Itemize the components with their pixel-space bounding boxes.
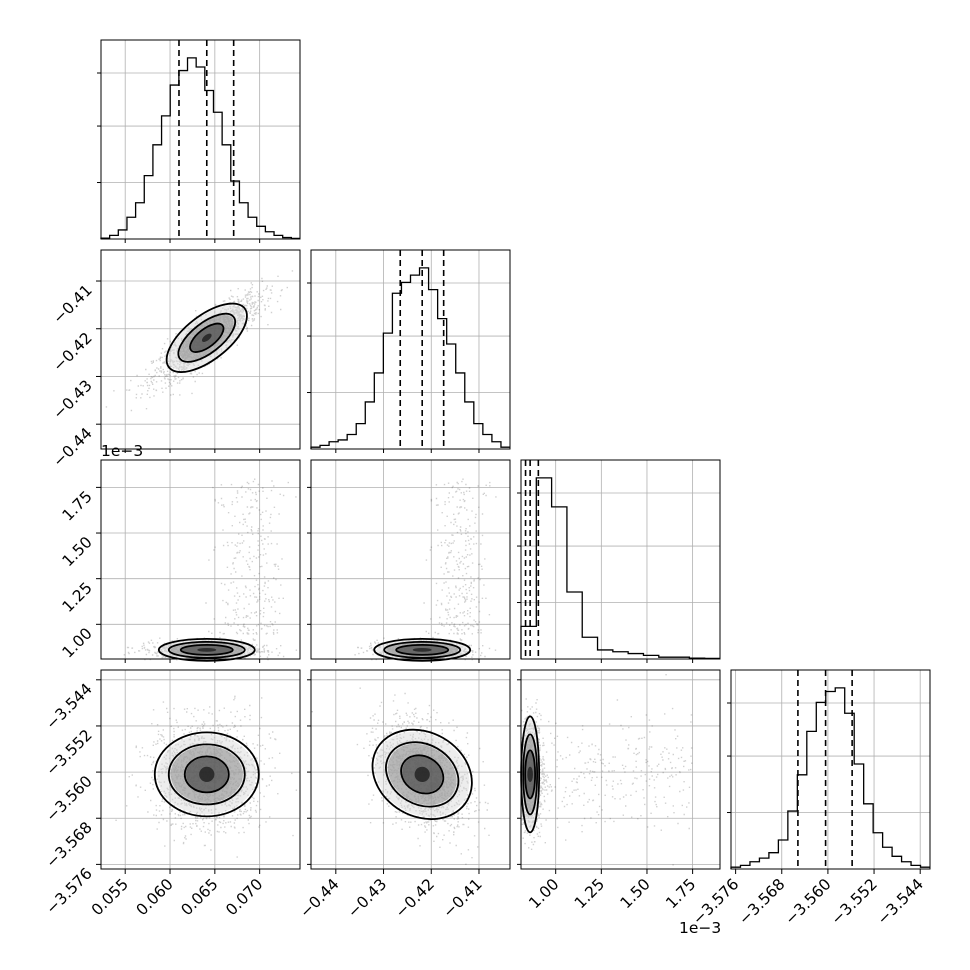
contours-3-0 <box>153 731 260 818</box>
contour-line <box>383 640 462 659</box>
histogram-2 <box>520 477 720 660</box>
histogram-3 <box>730 687 930 869</box>
y-tick-label: −0.43 <box>50 377 96 423</box>
contours-3-1 <box>371 728 473 821</box>
x-tick-label: −3.544 <box>874 875 927 928</box>
y-offset-label: 1e−3 <box>101 442 143 460</box>
x-tick-label: 0.070 <box>222 875 266 919</box>
x-tick-label: 1.75 <box>662 875 699 912</box>
panel-frame-3-1 <box>310 669 511 870</box>
x-tick-label: −0.44 <box>296 875 342 921</box>
x-offset-label: 1e−3 <box>679 919 721 937</box>
x-tick-label: −0.43 <box>344 875 390 921</box>
y-tick-label: −3.552 <box>43 726 96 779</box>
contours-1-0 <box>165 302 248 373</box>
x-tick-label: 1.00 <box>525 875 562 912</box>
y-tick-label: 1.50 <box>59 533 96 570</box>
scatter-points-2-0 <box>123 478 298 661</box>
x-tick-label: −3.552 <box>828 875 881 928</box>
x-tick-label: 0.060 <box>133 875 177 919</box>
panel-frame-2-1 <box>310 459 511 660</box>
scatter-points-3-2 <box>521 674 693 866</box>
histogram-1 <box>310 267 510 449</box>
contour-line <box>179 643 234 656</box>
y-tick-label: −3.560 <box>43 772 96 825</box>
contour-line <box>189 322 225 353</box>
contour-line <box>395 643 450 656</box>
x-tick-label: 0.065 <box>178 875 222 919</box>
contour-line <box>400 754 445 795</box>
panel-frame-3-3 <box>730 669 931 870</box>
contour-line <box>165 302 248 373</box>
panel-frame-1-1 <box>310 249 511 450</box>
contour-line <box>522 733 539 816</box>
scatter-cloud <box>123 478 298 661</box>
y-tick-label: 1.25 <box>59 579 96 616</box>
x-tick-label: −3.560 <box>781 875 834 928</box>
contours-3-2 <box>520 715 541 834</box>
density-shade <box>201 333 212 342</box>
scatter-points-3-1 <box>311 687 490 865</box>
panel-frame-3-0 <box>100 669 301 870</box>
density-shade <box>199 766 215 783</box>
y-tick-label: 1.00 <box>59 624 96 661</box>
contour-line <box>371 728 473 821</box>
contour-line <box>183 755 230 794</box>
x-tick-label: −0.41 <box>439 875 485 921</box>
y-tick-label: −0.44 <box>50 424 96 470</box>
x-tick-label: 1.50 <box>617 875 654 912</box>
y-tick-label: −3.568 <box>43 818 96 871</box>
contour-line <box>177 312 237 363</box>
y-tick-label: −3.544 <box>43 680 96 733</box>
contour-line <box>524 749 537 800</box>
panel-grid-0-0 <box>101 40 300 239</box>
scatter-cloud <box>354 478 497 661</box>
y-tick-label: −0.41 <box>50 281 96 327</box>
x-tick-label: 0.055 <box>88 875 132 919</box>
histogram-0 <box>100 57 300 240</box>
panel-grid-3-3 <box>731 670 930 869</box>
contours-2-1 <box>373 637 472 662</box>
contour-line <box>167 640 246 659</box>
density-shade <box>414 766 430 783</box>
panel-grid-3-2 <box>521 670 720 869</box>
y-tick-label: 1.75 <box>59 487 96 524</box>
contour-line <box>157 637 256 662</box>
panel-grid-1-0 <box>101 250 300 449</box>
contour-line <box>153 731 260 818</box>
scatter-cloud <box>311 687 490 865</box>
y-tick-label: −0.42 <box>50 329 96 375</box>
panel-frame-3-2 <box>520 669 721 870</box>
panel-frame-0-0 <box>100 39 301 240</box>
panel-frame-1-0 <box>100 249 301 450</box>
panel-frame-2-2 <box>520 459 721 660</box>
y-tick-label: −3.576 <box>43 864 96 917</box>
contour-line <box>385 741 460 808</box>
panel-frame-2-0 <box>100 459 301 660</box>
contours-2-0 <box>157 637 256 662</box>
panel-grid-2-0 <box>101 460 300 659</box>
contour-line <box>373 637 472 662</box>
density-shade <box>527 766 533 783</box>
x-tick-label: 1.25 <box>571 875 608 912</box>
x-tick-label: −3.568 <box>735 875 788 928</box>
x-tick-label: −0.42 <box>392 875 438 921</box>
contour-line <box>167 743 246 806</box>
density-shade <box>197 647 217 652</box>
scatter-cloud <box>521 674 693 866</box>
panel-grid-2-1 <box>311 460 510 659</box>
panel-grid-2-2 <box>521 460 720 659</box>
scatter-points-2-1 <box>354 478 497 661</box>
density-shade <box>412 647 432 652</box>
